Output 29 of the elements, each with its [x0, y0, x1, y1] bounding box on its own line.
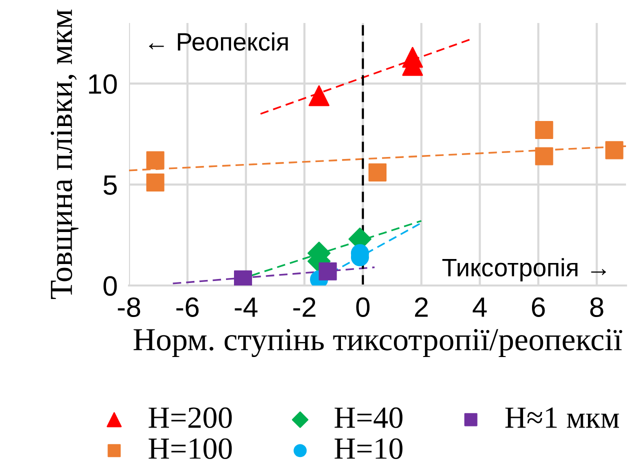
x-tick-label: 8: [590, 297, 604, 318]
point: [535, 120, 554, 140]
legend-label: H=10: [334, 438, 402, 459]
x-tick-label: -2: [293, 297, 316, 317]
legend-label: H=100: [148, 438, 232, 459]
annotation: ← Реопексія: [149, 32, 288, 51]
legend-label: H=40: [334, 407, 402, 428]
point: [318, 262, 337, 280]
x-tick-label: 6: [532, 297, 545, 318]
point: [368, 163, 387, 182]
y-tick-label: 10: [89, 74, 117, 94]
point: [146, 173, 164, 192]
x-tick-label: -4: [234, 298, 258, 317]
legend-label: H=200: [148, 407, 232, 428]
y-tick-label: 5: [104, 175, 117, 195]
point: [146, 151, 164, 170]
y-tick-label: 0: [104, 276, 117, 296]
x-axis-title: Норм. ступінь тиксотропії/реопексії: [134, 328, 622, 358]
point: [605, 141, 624, 160]
point: [308, 85, 330, 106]
x-tick-label: 0: [356, 297, 370, 318]
annotation: Тиксотропія →: [442, 258, 606, 282]
x-tick-label: -8: [118, 297, 140, 318]
legend-label: H≈1 мкм: [505, 408, 620, 428]
x-tick-label: 4: [472, 298, 487, 317]
point: [535, 147, 554, 166]
x-tick-label: -6: [176, 297, 199, 318]
x-tick-label: 2: [415, 297, 428, 317]
y-axis-title: Товщина плівки, мкм: [50, 10, 78, 299]
